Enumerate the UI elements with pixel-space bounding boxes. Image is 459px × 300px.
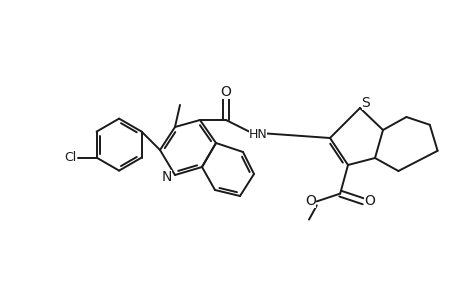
Text: S: S: [361, 96, 369, 110]
Text: HN: HN: [248, 128, 267, 140]
Text: N: N: [162, 170, 172, 184]
Text: O: O: [364, 194, 374, 208]
Text: O: O: [305, 194, 315, 208]
Text: O: O: [220, 85, 231, 99]
Text: Cl: Cl: [64, 151, 76, 164]
